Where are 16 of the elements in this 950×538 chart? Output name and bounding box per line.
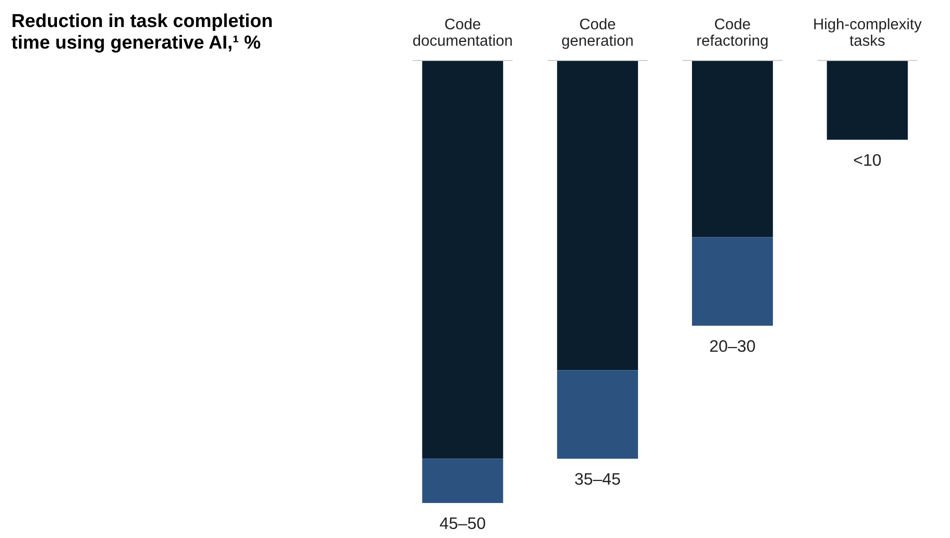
text: Reduction in task completion time using generative AI,¹ % — [12, 13, 272, 53]
total-label: 35–45 — [575, 473, 620, 485]
bar — [692, 237, 773, 326]
total-label: <10 — [854, 154, 881, 166]
x-tick-label: High-complexity tasks — [814, 18, 922, 46]
bar — [826, 60, 908, 140]
bar — [422, 458, 504, 504]
bar — [557, 60, 638, 370]
bar — [557, 370, 638, 459]
x-tick-label: Code documentation — [413, 18, 512, 46]
bar — [692, 60, 773, 238]
bar — [422, 60, 504, 459]
x-tick-label: Code generation — [562, 18, 633, 49]
x-tick-label: Code refactoring — [697, 18, 768, 49]
total-label: 20–30 — [710, 340, 755, 352]
total-label: 45–50 — [440, 517, 486, 530]
